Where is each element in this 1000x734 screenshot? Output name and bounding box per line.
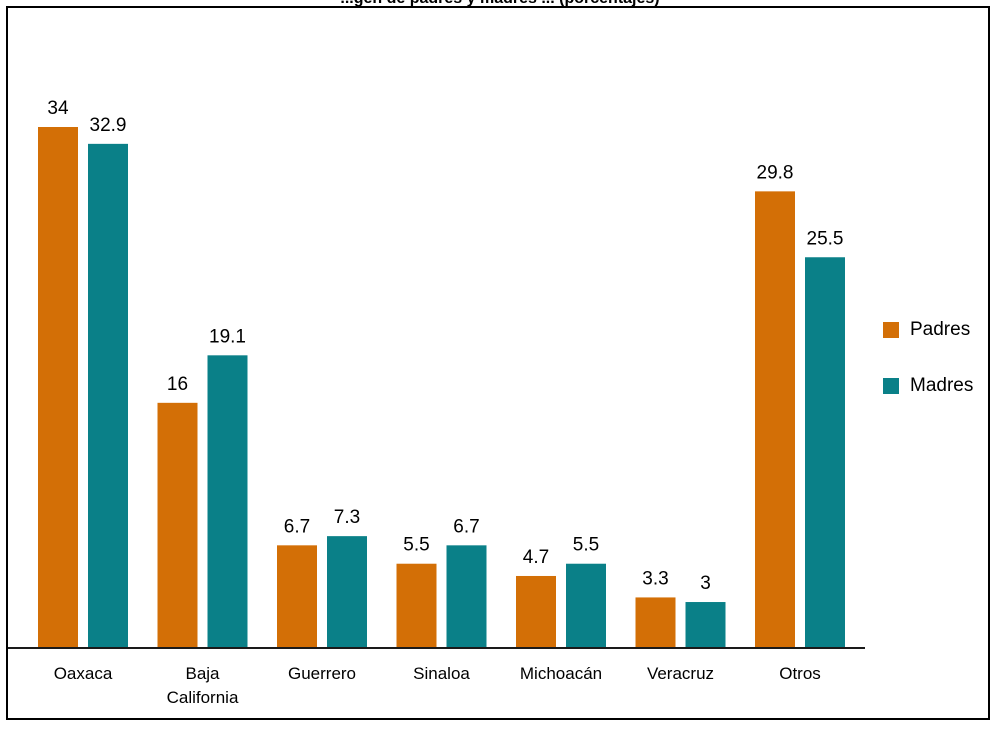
bar-padres-5 — [635, 597, 676, 648]
bar-madres-3 — [446, 545, 487, 648]
category-label-1: Baja California — [167, 664, 239, 707]
category-label-0: Oaxaca — [54, 664, 113, 683]
bar-madres-6 — [805, 257, 845, 648]
value-label-padres-3: 5.5 — [403, 535, 429, 556]
bar-madres-4 — [566, 563, 606, 648]
category-labels-layer: Oaxaca Baja California Guerrero Sinaloa Micho… — [54, 664, 821, 707]
value-label-madres-6: 25.5 — [807, 228, 844, 249]
bar-madres-1 — [207, 355, 248, 648]
legend-item-madres: Madres — [883, 374, 973, 398]
value-label-madres-1: 19.1 — [209, 326, 246, 347]
category-label-3: Sinaloa — [413, 664, 470, 683]
value-label-padres-0: 34 — [47, 98, 69, 119]
legend: Padres Madres — [883, 318, 973, 430]
value-label-padres-6: 29.8 — [757, 162, 794, 183]
chart-frame — [6, 6, 990, 720]
category-label-5: Veracruz — [647, 664, 714, 683]
value-label-padres-5: 3.3 — [642, 568, 668, 589]
bar-padres-6 — [755, 191, 795, 648]
bar-madres-2 — [327, 536, 367, 648]
value-label-madres-5: 3 — [700, 573, 711, 594]
bar-madres-5 — [685, 602, 726, 648]
value-label-madres-3: 6.7 — [453, 516, 479, 537]
chart-title: ...gen de padres y madres ... (porcentaj… — [0, 0, 1000, 8]
category-label-2: Guerrero — [288, 664, 356, 683]
value-label-madres-0: 32.9 — [90, 115, 127, 136]
legend-swatch-padres — [883, 322, 899, 338]
legend-swatch-madres — [883, 378, 899, 394]
bar-padres-2 — [277, 545, 317, 648]
bars-layer — [38, 127, 845, 648]
value-label-madres-4: 5.5 — [573, 535, 599, 556]
bar-padres-4 — [516, 575, 556, 648]
value-label-padres-1: 16 — [167, 374, 188, 395]
category-label-4: Michoacán — [520, 664, 602, 683]
value-labels-layer: 34 32.9 16 19.1 6.7 7.3 5.5 6.7 4.7 5.5 3.3 3 29.8 25… — [47, 98, 843, 594]
legend-item-padres: Padres — [883, 318, 973, 342]
value-label-padres-4: 4.7 — [523, 547, 549, 568]
bar-padres-0 — [38, 127, 78, 648]
category-label-6: Otros — [779, 664, 821, 683]
legend-label-madres: Madres — [910, 375, 974, 396]
value-label-madres-2: 7.3 — [334, 507, 360, 528]
bar-madres-0 — [88, 143, 128, 648]
legend-label-padres: Padres — [910, 319, 971, 340]
bar-padres-3 — [396, 563, 437, 648]
value-label-padres-2: 6.7 — [284, 516, 310, 537]
bar-padres-1 — [157, 402, 198, 648]
